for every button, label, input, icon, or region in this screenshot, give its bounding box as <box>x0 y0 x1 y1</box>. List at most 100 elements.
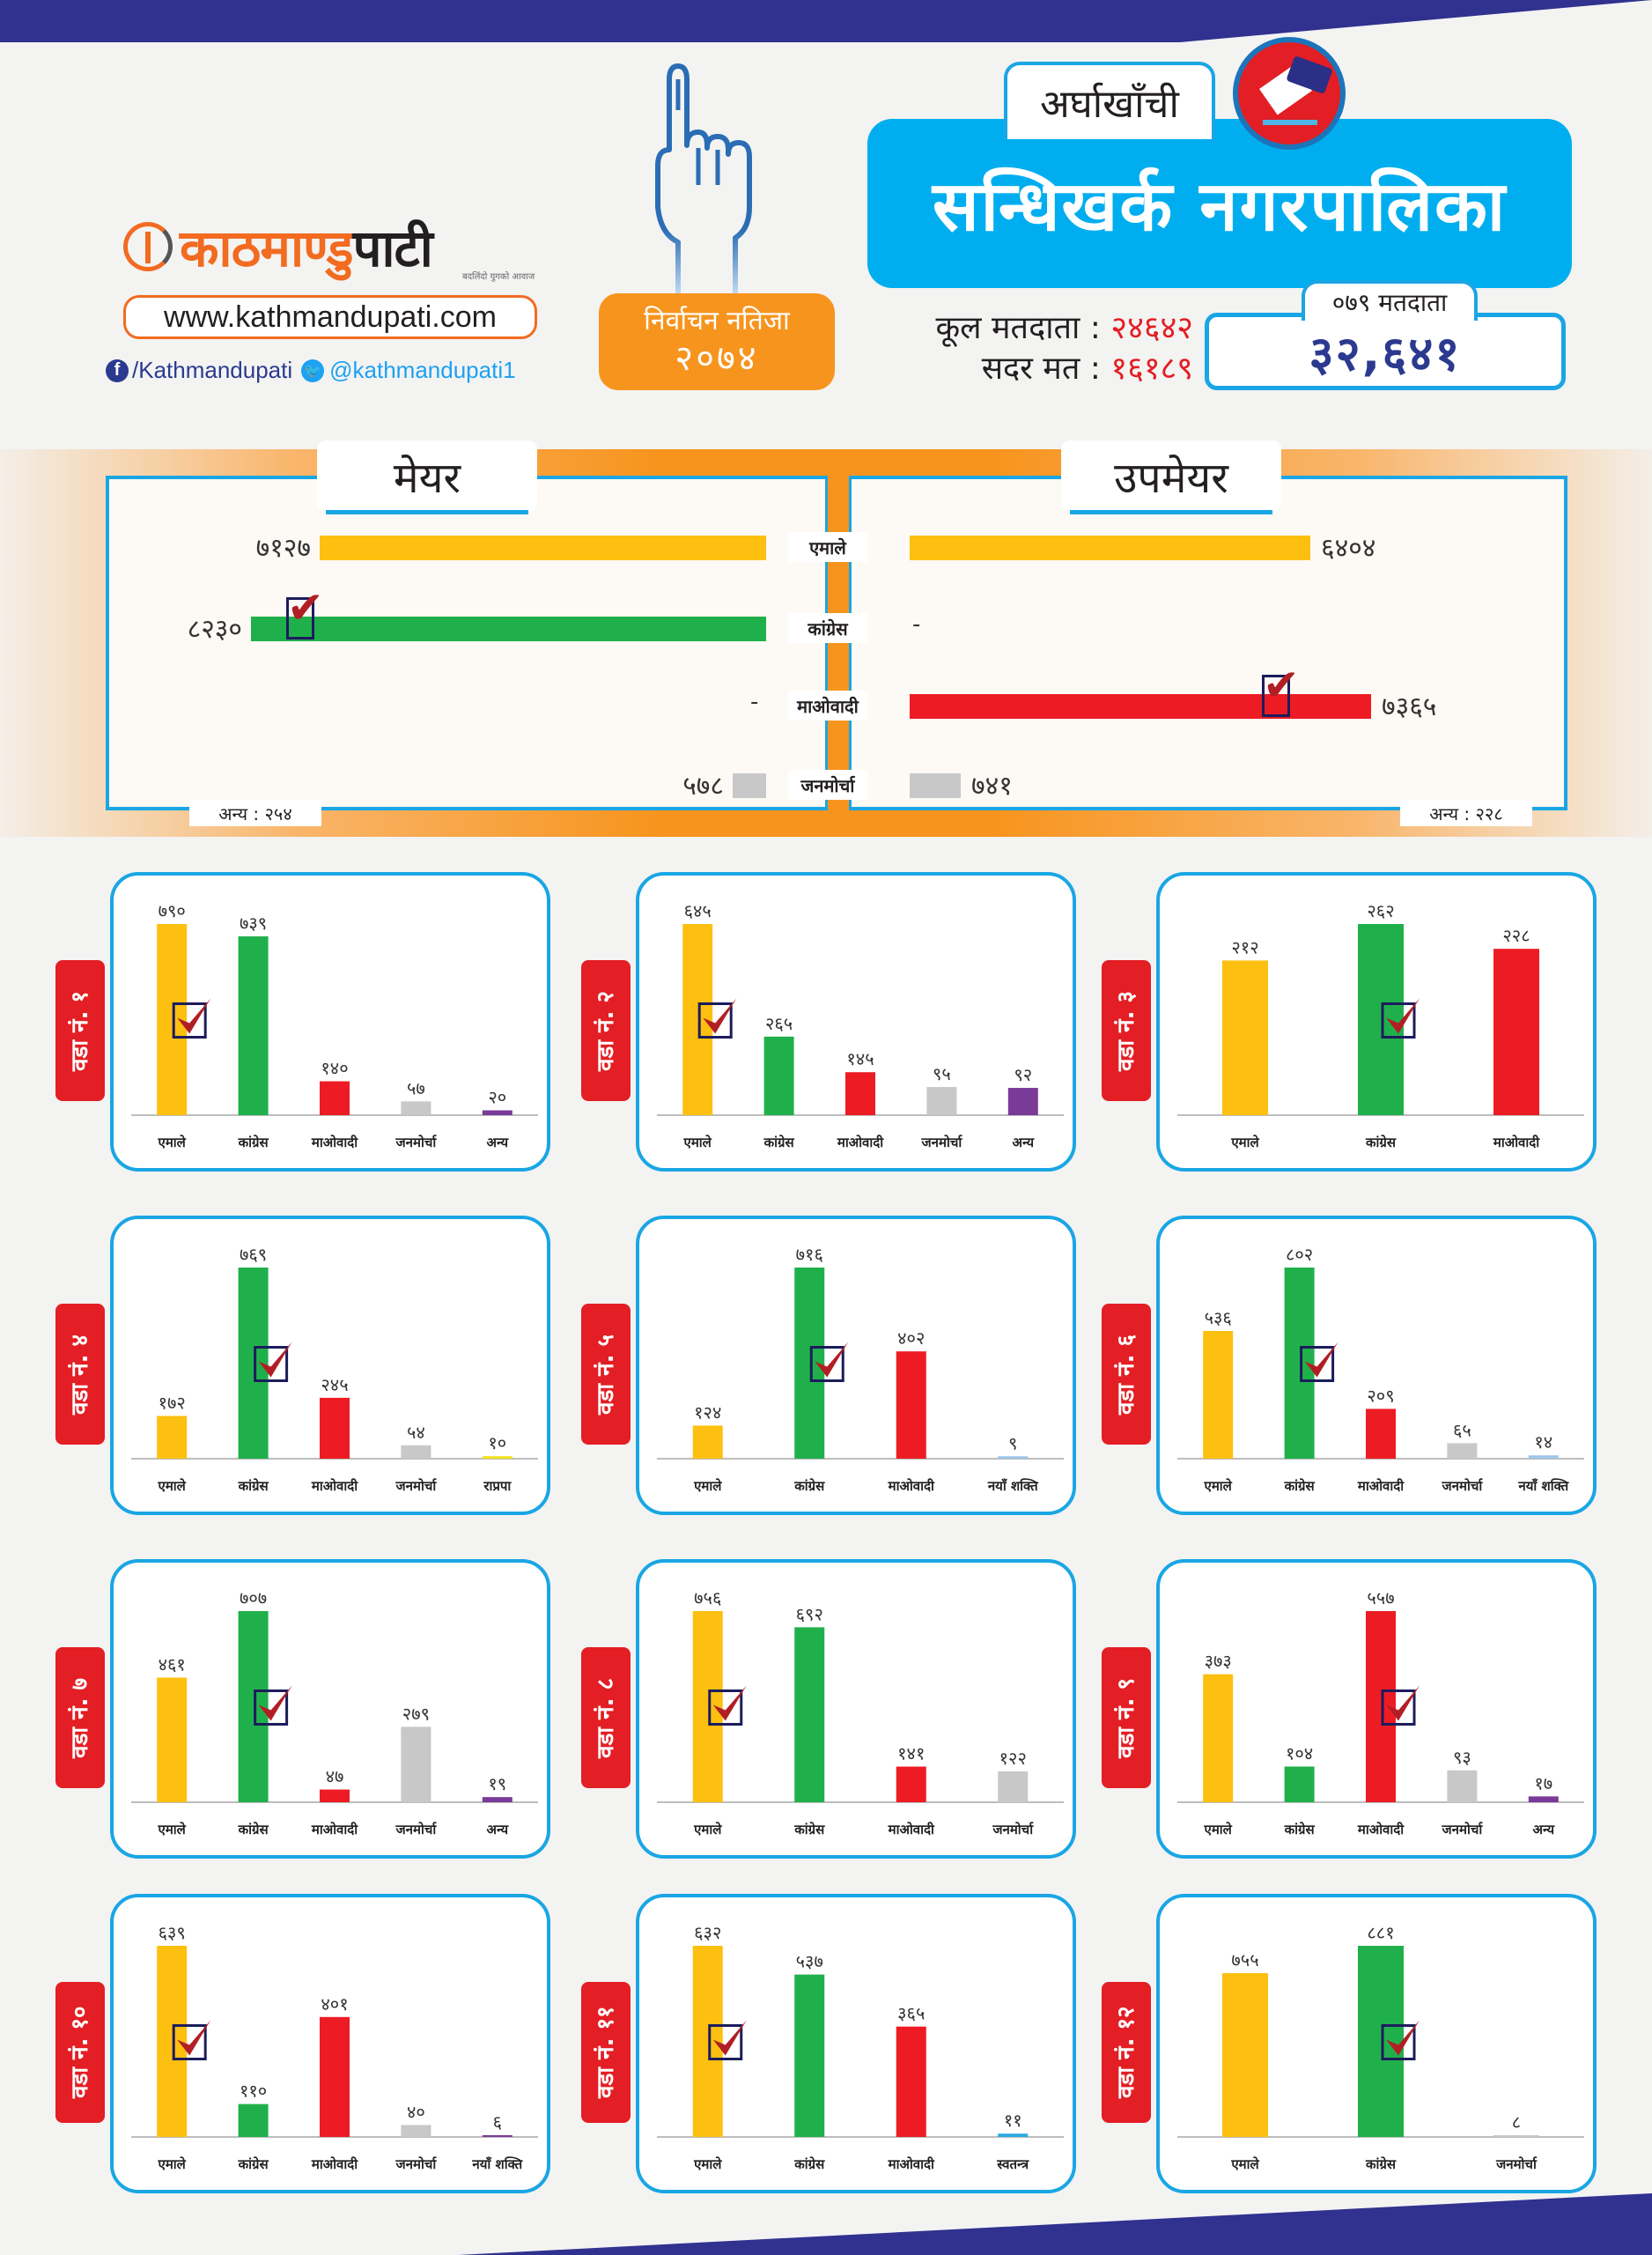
bar <box>682 924 713 1115</box>
data-label: २०९ <box>1367 1385 1394 1406</box>
ward-label: वडा नं. ७ <box>55 1647 105 1788</box>
deputy-value: ७४१ <box>971 771 1013 802</box>
data-label: १४१ <box>897 1743 925 1764</box>
category-label: अन्य <box>487 1135 510 1150</box>
voting-finger-icon <box>655 63 752 299</box>
district-name: अर्घाखाँची <box>1004 62 1215 139</box>
twitter-link[interactable]: @kathmandupati1 <box>329 357 516 383</box>
ward-label: वडा नं. ३ <box>1102 960 1151 1101</box>
bar <box>1528 1796 1559 1802</box>
category-label: माओवादी <box>1357 1822 1405 1837</box>
data-label: ११० <box>240 2081 267 2102</box>
data-label: ७५६ <box>694 1587 721 1608</box>
category-label: कांग्रेस <box>1365 2156 1397 2172</box>
data-label: ८ <box>1512 2111 1521 2133</box>
bar <box>482 1797 513 1802</box>
bar <box>1528 1455 1559 1459</box>
category-label: कांग्रेस <box>793 1478 825 1494</box>
mayor-bar <box>320 536 766 560</box>
ward-chart: ७५६ एमाले ६९२ कांग्रेस १४१ माओवादी १२२ जनमोर्चा <box>657 1587 1064 1837</box>
data-label: १४ <box>1534 1431 1552 1453</box>
ward-card: २१२ एमाले २६२ कांग्रेस २२८ माओवादी <box>1156 872 1597 1172</box>
winner-check-icon <box>809 1342 849 1382</box>
ward-chart: ७९० एमाले ७३९ कांग्रेस १४० माओवादी ५७ जनमोर्चा २… <box>131 900 538 1150</box>
category-label: एमाले <box>693 2156 722 2172</box>
mayor-value: ५७८ <box>682 771 724 802</box>
ward-card: ४६१ एमाले ७०७ कांग्रेस ४७ माओवादी २७९ जनमोर्चा १… <box>110 1559 550 1859</box>
category-label: माओवादी <box>1493 1135 1540 1150</box>
winner-check-icon <box>1381 2020 1420 2060</box>
party-label: माओवादी <box>788 691 867 721</box>
data-label: ६३९ <box>159 1922 186 1943</box>
brand-part1: काठमाण्डु <box>180 218 354 278</box>
bar <box>482 2134 513 2137</box>
bar <box>1493 2135 1539 2137</box>
data-label: १७२ <box>159 1392 186 1413</box>
category-label: जनमोर्चा <box>992 1822 1034 1837</box>
website-link[interactable]: www.kathmandupati.com <box>123 295 537 339</box>
category-label: जनमोर्चा <box>395 2156 438 2172</box>
bar <box>320 1081 350 1115</box>
voters-2079-value: ३२,६४१ <box>1205 313 1566 390</box>
bar <box>998 1771 1029 1802</box>
data-label: ७६९ <box>240 1244 267 1265</box>
ward-chart: १२४ एमाले ७१६ कांग्रेस ४०२ माओवादी ९ नयाँ शक्ति <box>657 1244 1064 1494</box>
data-label: ४७ <box>326 1766 344 1787</box>
ward-label: वडा नं. १ <box>55 960 105 1101</box>
bar <box>157 1677 188 1802</box>
mayor-others: अन्य : २५४ <box>189 800 321 826</box>
bar <box>692 1425 723 1459</box>
panel-divider <box>825 476 852 810</box>
data-label: २६२ <box>1367 900 1394 921</box>
ward-card: ५३६ एमाले ८०२ कांग्रेस २०९ माओवादी ६५ जनमोर्चा १… <box>1156 1216 1597 1515</box>
ward-chart: ७५५ एमाले ८८१ कांग्रेस ८ जनमोर्चा <box>1177 1922 1584 2172</box>
badge-year: २०७४ <box>675 338 759 379</box>
deputy-no-candidate: - <box>912 611 921 638</box>
bar <box>794 1268 825 1459</box>
category-label: एमाले <box>158 1135 187 1150</box>
bar <box>482 1456 513 1459</box>
brand-wordmark: काठमाण्डुपाटी <box>180 211 433 281</box>
category-label: एमाले <box>1204 1822 1233 1837</box>
party-label: जनमोर्चा <box>788 770 867 800</box>
data-label: ५३७ <box>796 1951 823 1972</box>
winner-check-icon <box>697 998 737 1039</box>
category-label: एमाले <box>158 1822 187 1837</box>
ward-label: वडा नं. २ <box>581 960 631 1101</box>
bar <box>1203 1674 1234 1802</box>
mayor-no-candidate: - <box>750 689 759 715</box>
data-label: ७५५ <box>1231 1949 1258 1970</box>
data-label: ६ <box>493 2111 502 2133</box>
bar <box>1493 949 1539 1115</box>
bar <box>1358 1946 1404 2137</box>
bar <box>1358 924 1404 1115</box>
bar <box>320 1789 350 1802</box>
mayor-value: ८२३० <box>187 614 242 645</box>
data-label: ९२ <box>1014 1064 1032 1085</box>
category-label: जनमोर्चा <box>1442 1822 1484 1837</box>
ward-card: १७२ एमाले ७६९ कांग्रेस २४५ माओवादी ५४ जनमोर्चा १… <box>110 1216 550 1515</box>
category-label: कांग्रेस <box>1365 1135 1397 1150</box>
bar <box>896 2026 926 2137</box>
winner-check-icon <box>286 586 324 640</box>
winner-check-icon <box>254 1685 292 1726</box>
ward-chart: २१२ एमाले २६२ कांग्रेस २२८ माओवादी <box>1177 900 1584 1150</box>
category-label: एमाले <box>1230 1135 1259 1150</box>
bar <box>401 2125 431 2137</box>
deputy-bar <box>910 694 1371 719</box>
winner-check-icon <box>1262 663 1300 717</box>
bar <box>1284 1268 1315 1459</box>
data-label: ७०७ <box>240 1587 267 1608</box>
data-label: ९ <box>1008 1432 1017 1453</box>
category-label: माओवादी <box>1357 1478 1405 1494</box>
category-label: कांग्रेस <box>763 1135 795 1150</box>
bar <box>1222 1973 1268 2137</box>
bar <box>1366 1611 1396 1802</box>
data-label: २४५ <box>321 1374 348 1395</box>
bar <box>238 1611 269 1802</box>
facebook-link[interactable]: /Kathmandupati <box>132 357 293 383</box>
bar <box>794 1627 825 1802</box>
data-label: १०४ <box>1286 1742 1313 1763</box>
valid-votes-value: १६१८९ <box>1110 351 1193 387</box>
winner-check-icon <box>172 2020 211 2060</box>
